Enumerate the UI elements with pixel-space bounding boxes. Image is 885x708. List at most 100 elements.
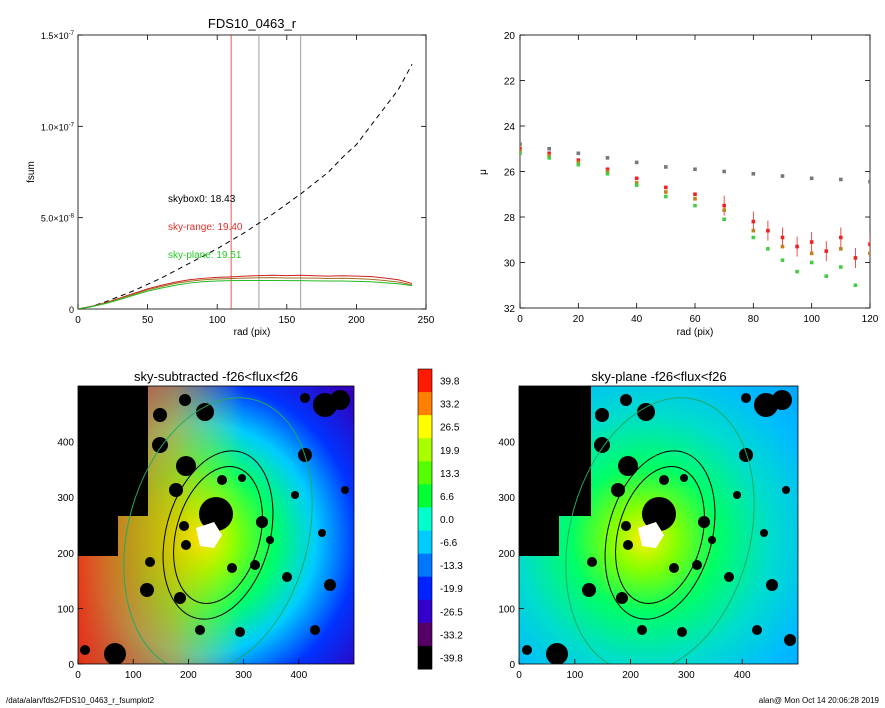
plot-frame (77, 34, 427, 310)
data-point (751, 219, 756, 224)
x-tick-label: 300 (235, 670, 252, 681)
y-tick-label: 30 (504, 259, 516, 270)
y-tick-label: 300 (498, 493, 515, 504)
colorbar-label: -26.5 (440, 607, 463, 618)
y-tick-label: 26 (504, 168, 516, 179)
x-tick-label: 100 (566, 670, 583, 681)
data-point (839, 177, 843, 182)
colorbar-swatch (418, 369, 432, 393)
sky-subtracted-image: sky-subtracted -f26<flux<f26 (57, 369, 355, 681)
saturated-core (196, 522, 222, 548)
data-point (809, 260, 814, 265)
x-tick-label: 0 (75, 315, 81, 326)
data-point (766, 247, 770, 251)
data-point (868, 251, 870, 256)
image-frame (77, 385, 355, 665)
data-point (795, 244, 799, 249)
y-tick-label: 20 (504, 31, 516, 42)
data-point (634, 176, 639, 181)
fsum-profile-chart: FDS10_0463_r 0 50 100 150 200 250 0 5.0×10-8 1.0… (26, 16, 435, 338)
data-point (722, 208, 726, 212)
y-tick-label: 200 (498, 549, 515, 560)
x-tick-label: 40 (631, 314, 643, 325)
y-tick-label: 200 (57, 549, 74, 560)
data-point (839, 265, 843, 269)
footer-path: /data/alan/fds2/FDS10_0463_r_fsumplot2 (6, 696, 155, 705)
x-tick-label: 100 (209, 315, 226, 326)
colorbar-label: 0.0 (440, 515, 454, 526)
x-axis-label: rad (pix) (234, 327, 271, 338)
data-point (766, 228, 770, 233)
isophote-ellipses (565, 397, 755, 664)
series-line (78, 280, 413, 309)
colorbar-swatch (418, 438, 432, 462)
colorbar-swatch (418, 507, 432, 532)
data-point (576, 158, 581, 162)
colorbar-label: 33.2 (440, 400, 460, 411)
data-point (664, 190, 668, 194)
data-point (780, 244, 785, 249)
data-point (693, 167, 697, 172)
data-point (780, 235, 785, 240)
x-tick-label: 20 (573, 314, 585, 325)
data-point (547, 146, 551, 151)
y-tick-label: 0 (69, 305, 74, 315)
y-tick-label: 24 (504, 122, 516, 133)
colorbar-label: 26.5 (440, 423, 460, 434)
data-point (751, 235, 756, 240)
colorbar-swatch (418, 645, 432, 670)
data-point (824, 249, 829, 253)
series-line (78, 277, 413, 309)
data-point (839, 235, 843, 240)
series-line (78, 274, 413, 309)
y-tick-label: 5.0×10-8 (41, 214, 75, 224)
colorbar-label: -39.8 (440, 653, 463, 664)
data-point (809, 176, 814, 181)
colorbar-swatch (418, 553, 432, 578)
y-tick-label: 28 (504, 213, 516, 224)
colorbar-label: 19.9 (440, 446, 460, 457)
data-point (576, 160, 581, 165)
y-axis-label: fsum (26, 161, 37, 183)
data-point (853, 283, 858, 288)
data-point (722, 169, 726, 174)
data-point (809, 251, 814, 256)
data-point (868, 242, 870, 247)
data-point (576, 151, 581, 156)
data-point (795, 269, 799, 274)
annotation-skybox0: skybox0: 18.43 (168, 194, 236, 205)
data-point (605, 167, 610, 172)
x-tick-label: 0 (517, 314, 523, 325)
data-point (664, 165, 668, 169)
data-point (576, 162, 581, 167)
data-point (634, 183, 639, 187)
data-point (605, 156, 610, 160)
annotation-sky-plane: sky-plane: 19.51 (168, 250, 242, 261)
data-point (547, 151, 551, 156)
colorbar-label: -6.6 (440, 538, 458, 549)
y-tick-label: 100 (498, 604, 515, 615)
y-axis-label: μ (478, 169, 489, 175)
colorbar-swatch (418, 622, 432, 647)
colorbar-swatch (418, 599, 432, 624)
y-tick-label: 0 (509, 660, 515, 671)
annotation-sky-range: sky-range: 19.40 (168, 222, 243, 233)
colorbar-label: 39.8 (440, 377, 460, 388)
colorbar-swatch (418, 530, 432, 555)
footer-timestamp: alan@ Mon Oct 14 20:06:28 2019 (758, 696, 879, 705)
colorbar-swatch (418, 392, 432, 416)
data-point (693, 197, 697, 201)
y-tick-label: 1.0×10-7 (41, 122, 75, 132)
x-tick-label: 200 (622, 670, 639, 681)
image-frame (518, 385, 799, 665)
data-point (520, 151, 522, 156)
data-point (634, 181, 639, 185)
data-point (824, 274, 829, 278)
colorbar-label: -13.3 (440, 561, 463, 572)
x-tick-label: 100 (803, 314, 820, 325)
data-point (520, 149, 522, 153)
x-tick-label: 150 (278, 315, 295, 326)
x-tick-label: 0 (75, 670, 81, 681)
chart-title: FDS10_0463_r (208, 16, 297, 31)
